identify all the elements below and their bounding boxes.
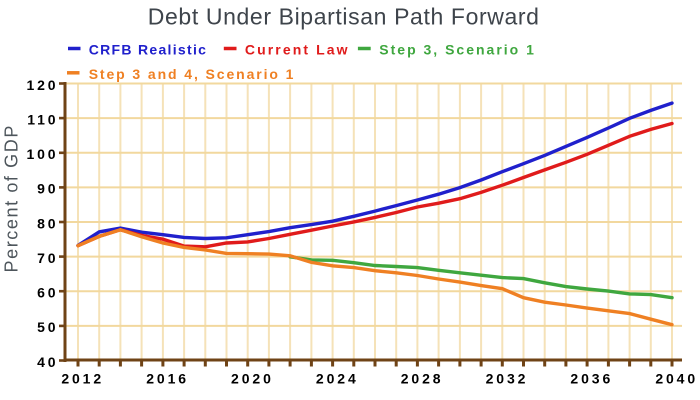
svg-text:2040: 2040	[655, 371, 698, 387]
svg-text:90: 90	[37, 181, 58, 197]
svg-text:CRFB Realistic: CRFB Realistic	[89, 42, 208, 58]
svg-text:2012: 2012	[61, 371, 104, 387]
svg-text:Percent of GDP: Percent of GDP	[2, 124, 22, 272]
svg-text:110: 110	[27, 111, 58, 127]
svg-text:50: 50	[37, 319, 58, 335]
svg-text:Step 3, Scenario 1: Step 3, Scenario 1	[379, 42, 536, 58]
svg-text:Current Law: Current Law	[245, 42, 350, 58]
svg-text:2020: 2020	[231, 371, 274, 387]
svg-text:2016: 2016	[146, 371, 189, 387]
svg-text:2028: 2028	[401, 371, 444, 387]
svg-text:2036: 2036	[570, 371, 613, 387]
svg-text:Debt Under Bipartisan Path For: Debt Under Bipartisan Path Forward	[148, 3, 540, 29]
svg-text:80: 80	[37, 215, 58, 231]
svg-text:2032: 2032	[486, 371, 529, 387]
svg-text:100: 100	[26, 146, 58, 162]
svg-text:70: 70	[37, 250, 58, 266]
svg-text:120: 120	[26, 77, 58, 93]
svg-text:2024: 2024	[316, 371, 359, 387]
svg-text:Step 3 and 4, Scenario 1: Step 3 and 4, Scenario 1	[89, 66, 296, 82]
svg-text:40: 40	[37, 354, 58, 370]
svg-text:60: 60	[37, 285, 58, 301]
